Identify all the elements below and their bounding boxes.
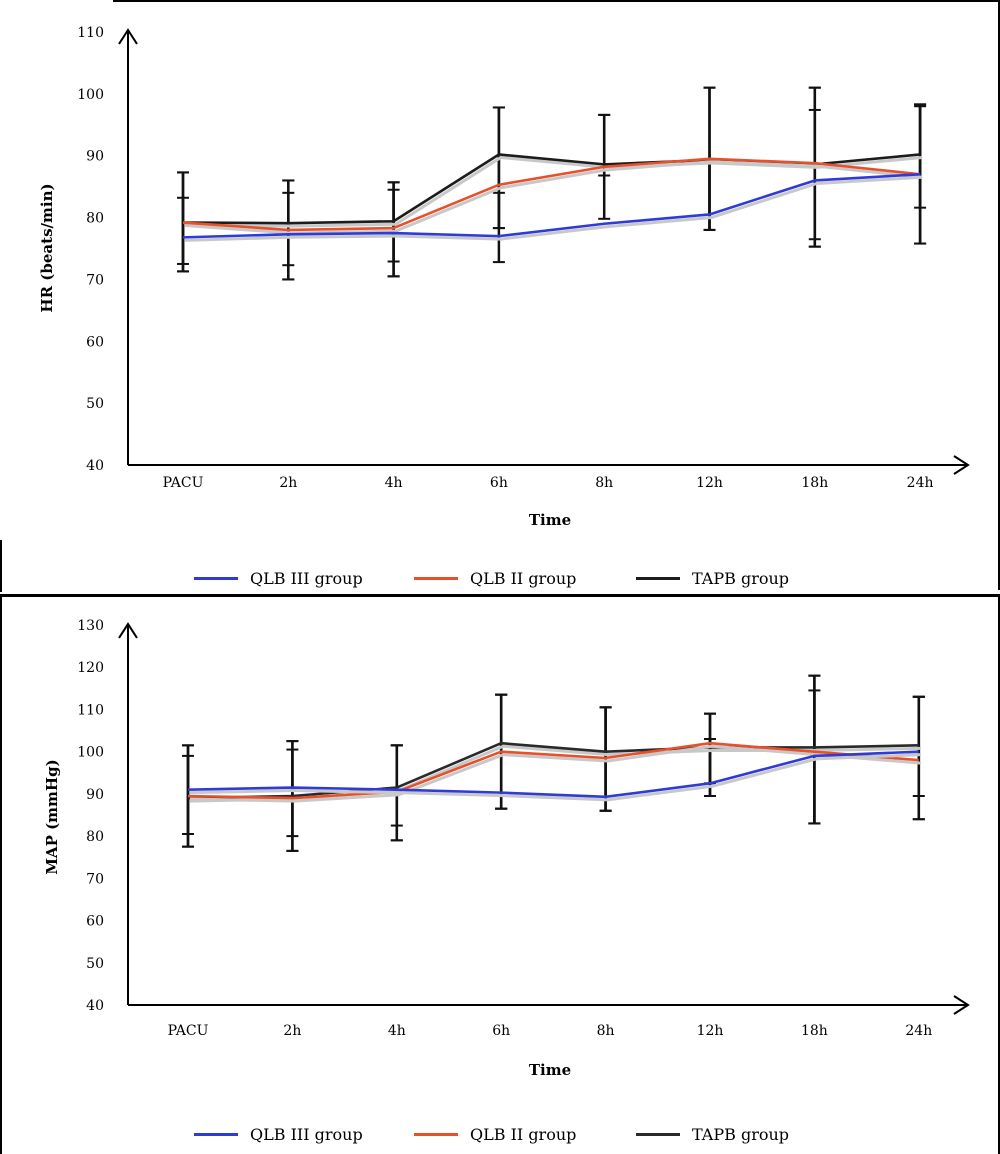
panel-divider <box>0 594 1000 597</box>
legend-swatch-qlb3 <box>194 1132 238 1136</box>
legend-swatch-qlb2 <box>414 1132 458 1136</box>
y-axis-arrow <box>118 622 138 639</box>
y-tick-label: 60 <box>86 334 104 350</box>
series-shadow <box>189 744 921 803</box>
y-tick-label: 70 <box>86 871 104 887</box>
legend-item-qlb2: QLB II group <box>414 1119 576 1149</box>
legend-label-qlb2: QLB II group <box>470 568 577 588</box>
legend-label-qlb3: QLB III group <box>250 1124 363 1144</box>
map-chart: 40 50 60 70 80 90 100 110 120 130 PACU 2h 4h 6h 8h 12h 1… <box>43 618 970 1079</box>
series-line <box>182 157 921 232</box>
legend-item-tapb: TAPB group <box>636 1119 789 1149</box>
y-tick-label: 100 <box>77 745 104 761</box>
x-axis-arrow <box>953 455 970 475</box>
x-tick-label: 8h <box>597 1023 615 1039</box>
legend-item-tapb: TAPB group <box>636 563 789 593</box>
right-border-upper <box>998 0 1000 590</box>
y-tick-label: 50 <box>86 956 104 972</box>
legend-label-qlb3: QLB III group <box>250 568 363 588</box>
y-tick-label: 80 <box>86 829 104 845</box>
x-tick-label: 12h <box>697 1023 724 1039</box>
y-tick-label: 40 <box>86 458 104 474</box>
error-bar <box>177 171 189 273</box>
series-shadow <box>184 160 923 235</box>
y-axis-arrow <box>118 28 138 45</box>
legend-item-qlb3: QLB III group <box>194 1119 363 1149</box>
legend-label-tapb: TAPB group <box>692 1124 790 1144</box>
x-tick-label: 18h <box>801 1023 828 1039</box>
legend-swatch-tapb <box>636 576 680 580</box>
legend-item-qlb2: QLB II group <box>414 563 576 593</box>
x-tick-label: 8h <box>595 475 613 491</box>
y-tick-label: 110 <box>77 702 104 718</box>
x-tick-label: 24h <box>905 1023 932 1039</box>
y-tick-label: 100 <box>77 87 104 103</box>
error-bar <box>492 106 505 230</box>
x-tick-label: 6h <box>490 475 508 491</box>
series-line <box>182 172 921 239</box>
hr-chart-legend: QLB III group QLB II group TAPB group <box>0 563 1000 593</box>
legend-swatch-qlb3 <box>194 576 238 580</box>
y-tick-label: 130 <box>77 618 104 634</box>
series-line <box>187 741 919 800</box>
legend-item-qlb3: QLB III group <box>194 563 363 593</box>
x-axis-arrow <box>953 995 970 1015</box>
y-tick-label: 120 <box>77 660 104 676</box>
y-axis-title: MAP (mmHg) <box>43 759 61 874</box>
x-tick-label: 6h <box>492 1023 510 1039</box>
x-tick-label: 12h <box>696 475 723 491</box>
y-tick-label: 90 <box>86 149 104 165</box>
top-border <box>113 0 1000 2</box>
y-axis-title: HR (beats/min) <box>38 183 56 312</box>
series-shadow <box>184 175 923 242</box>
y-tick-label: 70 <box>86 272 104 288</box>
x-tick-label: PACU <box>163 475 204 491</box>
x-tick-label: 18h <box>801 475 828 491</box>
y-tick-label: 60 <box>86 914 104 930</box>
x-tick-label: 24h <box>907 475 934 491</box>
x-tick-label: 4h <box>385 475 403 491</box>
legend-swatch-qlb2 <box>414 576 458 580</box>
x-axis-title: Time <box>529 511 571 529</box>
x-tick-label: 4h <box>388 1023 406 1039</box>
map-chart-panel: 40 50 60 70 80 90 100 110 120 130 PACU 2h 4h 6h 8h 12h 1… <box>0 597 1000 1154</box>
x-tick-label: 2h <box>279 475 297 491</box>
left-border-upper <box>0 540 2 592</box>
y-tick-label: 40 <box>86 998 104 1014</box>
legend-label-qlb2: QLB II group <box>470 1124 577 1144</box>
map-chart-legend: QLB III group QLB II group TAPB group <box>0 1119 1000 1149</box>
series-shadow <box>184 155 923 228</box>
series-shadow <box>189 753 921 802</box>
y-tick-label: 50 <box>86 396 104 412</box>
x-axis-title: Time <box>529 1061 571 1079</box>
x-tick-label: PACU <box>168 1023 209 1039</box>
x-tick-label: 2h <box>283 1023 301 1039</box>
left-border-lower <box>0 597 2 1154</box>
series-line <box>187 750 919 799</box>
error-bar <box>912 695 925 821</box>
right-border-lower <box>998 597 1000 1154</box>
y-tick-label: 110 <box>77 25 104 41</box>
series-line <box>187 741 919 800</box>
legend-swatch-tapb <box>636 1132 680 1136</box>
legend-label-tapb: TAPB group <box>692 568 790 588</box>
hr-chart: 40 50 60 70 80 90 100 110 PACU 2h 4h 6h 8h 12h 18h 24h T… <box>38 25 970 529</box>
hr-chart-panel: 40 50 60 70 80 90 100 110 PACU 2h 4h 6h 8h 12h 18h 24h T… <box>0 25 1000 593</box>
y-tick-label: 80 <box>86 211 104 227</box>
y-tick-label: 90 <box>86 787 104 803</box>
